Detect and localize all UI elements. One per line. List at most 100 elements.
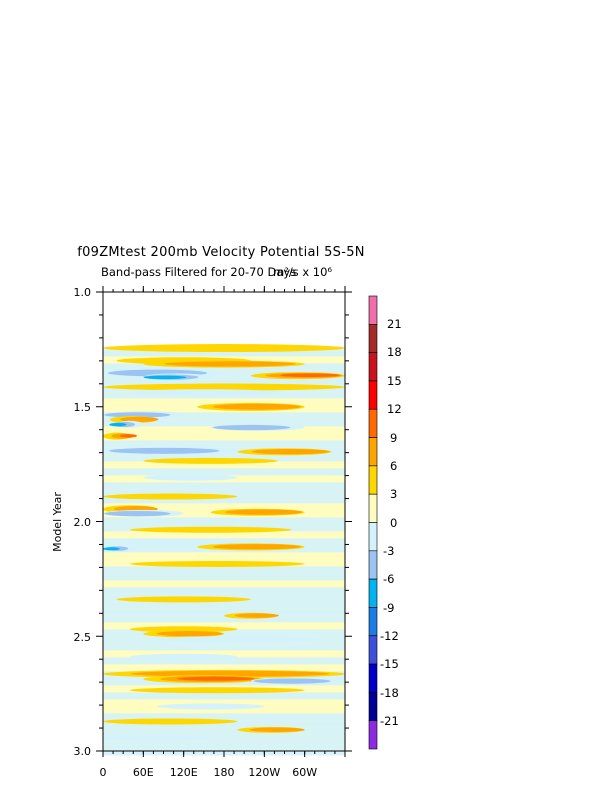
contour-band: [177, 676, 255, 681]
contour-band: [129, 687, 305, 694]
colorbar-label: 3: [390, 487, 397, 501]
colorbar-box: [368, 720, 378, 750]
contour-shade: [103, 412, 345, 420]
contour-band: [103, 538, 238, 546]
contour-band: [249, 727, 305, 732]
colorbar-box: [368, 607, 378, 637]
colorbar-label: 9: [390, 431, 397, 445]
contour-band: [102, 734, 211, 741]
colorbar-label: -9: [383, 601, 394, 615]
contour-band: [109, 422, 127, 427]
contour-band: [212, 403, 301, 410]
colorbar-label: 15: [387, 374, 402, 388]
colorbar-label: 6: [390, 459, 397, 473]
contour-band: [251, 448, 330, 455]
contour-band: [279, 373, 341, 378]
contour-shade: [103, 587, 345, 595]
colorbar-box: [368, 437, 378, 467]
x-tick-label: 120E: [170, 766, 198, 779]
contour-shade: [103, 629, 345, 637]
contour-shade: [103, 370, 345, 378]
contour-shade: [103, 566, 345, 574]
contour-band: [212, 544, 301, 550]
y-tick-label: 1.0: [74, 286, 92, 299]
contour-shade: [103, 468, 345, 476]
colorbar-box: [368, 295, 378, 325]
axis-ticks: [96, 286, 352, 757]
contour-shade: [103, 496, 345, 504]
colorbar-boxes: [368, 295, 378, 750]
x-tick-label: 60W: [292, 766, 317, 779]
y-tick-label: 3.0: [74, 745, 92, 758]
x-axis-labels: 0 60E 120E 180 120W 60W: [100, 766, 318, 779]
colorbar-label: -21: [380, 714, 399, 728]
y-tick-label: 2.5: [74, 631, 92, 644]
contour-band: [109, 447, 220, 454]
contour-band: [129, 653, 238, 660]
contour-shade: [103, 615, 345, 623]
contour-band: [103, 344, 345, 353]
x-tick-label: 0: [100, 766, 107, 779]
contour-band: [143, 457, 278, 464]
colorbar-label: -15: [380, 657, 399, 671]
contour-shade: [103, 643, 345, 651]
contour-shade: [103, 419, 345, 427]
x-tick-label: 120W: [248, 766, 280, 779]
x-tick-label: 180: [214, 766, 235, 779]
contour-band: [129, 389, 278, 396]
chart-subtitle: Band-pass Filtered for 20-70 Days: [101, 265, 296, 279]
contour-band: [143, 474, 238, 481]
contour-band: [103, 493, 238, 500]
colorbar-box: [368, 522, 378, 552]
colorbar-box: [368, 380, 378, 410]
colorbar-label: -3: [383, 544, 394, 558]
contour-field: [102, 344, 345, 756]
colorbar-label: -6: [383, 572, 394, 586]
contour-shade: [103, 734, 345, 742]
contour-band: [102, 547, 120, 551]
contour-band: [253, 678, 331, 684]
colorbar-label: 21: [387, 317, 402, 331]
colorbar: 21 18 15 12 9 6 3 0 -3 -6 -9 -12 -15 -18…: [368, 295, 402, 750]
contour-shade: [103, 517, 345, 525]
colorbar-label: -18: [380, 686, 399, 700]
y-axis-labels: 1.0 1.5 2.0 2.5 3.0: [74, 286, 92, 758]
contour-band: [225, 509, 303, 515]
contour-band: [103, 718, 238, 725]
contour-band: [130, 670, 330, 677]
contour-shade: [103, 727, 345, 735]
colorbar-box: [368, 663, 378, 693]
contour-shade: [103, 573, 345, 581]
contour-shade: [103, 692, 345, 700]
colorbar-box: [368, 493, 378, 523]
colorbar-box: [368, 352, 378, 382]
x-tick-label: 60E: [133, 766, 154, 779]
contour-shade: [103, 608, 345, 616]
colorbar-label: 18: [387, 345, 402, 359]
contour-band: [156, 703, 265, 710]
colorbar-box: [368, 408, 378, 438]
colorbar-label: 12: [387, 402, 402, 416]
contour-band: [119, 416, 159, 423]
contour-band: [104, 412, 171, 418]
contour-shade: [103, 713, 345, 721]
contour-band: [234, 613, 279, 618]
colorbar-box: [368, 692, 378, 721]
colorbar-box: [368, 465, 378, 495]
colorbar-box: [368, 550, 378, 580]
contour-band: [103, 383, 345, 391]
contour-shade: [103, 657, 345, 665]
contour-band: [119, 434, 138, 438]
contour-shade: [103, 454, 345, 462]
colorbar-labels: 21 18 15 12 9 6 3 0 -3 -6 -9 -12 -15 -18…: [380, 317, 402, 728]
colorbar-box: [368, 635, 378, 665]
contour-shade: [103, 440, 345, 448]
colorbar-box: [368, 578, 378, 608]
contour-band: [104, 510, 171, 517]
contour-shade: [103, 489, 345, 497]
units-label: m²/s x 10⁶: [273, 265, 332, 279]
chart-title: f09ZMtest 200mb Velocity Potential 5S-5N: [77, 245, 365, 260]
contour-shade: [103, 377, 345, 385]
plot-area: [96, 286, 352, 757]
contour-shade: [103, 349, 345, 357]
